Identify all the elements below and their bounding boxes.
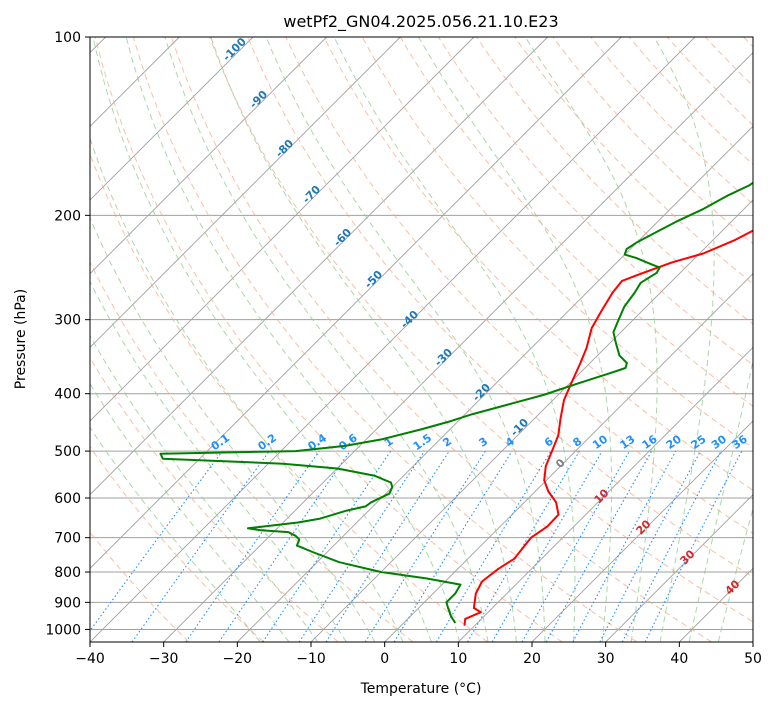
moist-adiabat-line	[210, 37, 517, 642]
x-tick-label: 0	[380, 651, 389, 667]
x-tick-label: −20	[223, 651, 253, 667]
moist-adiabat-line	[164, 37, 489, 642]
mixing-ratio-line	[545, 450, 653, 642]
y-tick-label: 500	[54, 444, 81, 460]
mixing-ratio-line	[185, 450, 320, 642]
mixing-ratio-line	[262, 450, 392, 642]
x-tick-label: 20	[523, 651, 541, 667]
dry-adiabat-line	[94, 37, 563, 642]
x-tick-label: 40	[670, 651, 688, 667]
dry-adiabat-line	[323, 37, 753, 491]
moist-adiabat-line	[90, 334, 319, 642]
y-tick-label: 600	[54, 491, 81, 507]
isotherm-gridline	[90, 37, 327, 275]
dry-adiabat-line	[514, 37, 753, 285]
dry-adiabat-line	[90, 446, 264, 642]
moist-adiabat-line	[653, 37, 715, 642]
mixing-ratio-line	[131, 450, 270, 642]
chart-title: wetPf2_GN04.2025.056.21.10.E23	[283, 12, 558, 32]
isotherm-gridline	[90, 37, 622, 569]
x-tick-label: −10	[296, 651, 326, 667]
moist-adiabat-line	[92, 37, 432, 642]
moist-adiabat-line	[90, 280, 347, 642]
dry-adiabat-line	[476, 37, 753, 325]
dry-adiabat-line	[209, 37, 753, 623]
moist-adiabat-line	[418, 37, 613, 642]
y-axis: 100 200 300 400 500 600 700 800 900 1000	[45, 30, 90, 638]
dry-adiabat-line	[285, 37, 753, 535]
x-tick-label: 50	[744, 651, 762, 667]
y-tick-label: 700	[54, 531, 81, 547]
x-tick-label: −30	[149, 651, 179, 667]
isotherm-gridline	[458, 346, 753, 642]
mixing-ratio-line	[393, 450, 513, 642]
y-tick-label: 100	[54, 30, 81, 46]
x-tick-label: 30	[597, 651, 615, 667]
moist-adiabat-line	[90, 216, 376, 642]
mixing-ratio-line	[325, 450, 450, 642]
isotherm-gridline	[531, 420, 753, 642]
moist-adiabat-line	[90, 382, 290, 642]
y-tick-label: 900	[54, 595, 81, 611]
dry-adiabat-line	[171, 37, 712, 642]
y-tick-label: 400	[54, 387, 81, 403]
isotherm-gridline	[384, 273, 753, 642]
mixing-ratio-line	[521, 450, 630, 642]
dry-adiabat-line	[90, 356, 339, 642]
isotherm-gridline	[90, 37, 696, 642]
isotherm-gridline	[605, 494, 753, 642]
y-tick-label: 800	[54, 565, 81, 581]
moist-adiabat-line	[688, 358, 753, 642]
moist-adiabat-line	[90, 136, 404, 642]
y-tick-label: 200	[54, 208, 81, 224]
moist-adiabat-line	[717, 506, 753, 642]
isotherm-gridline	[163, 52, 753, 642]
moist-adiabat-line	[333, 37, 576, 642]
moist-adiabat-line	[524, 37, 658, 642]
x-axis-label: Temperature (°C)	[360, 681, 482, 697]
y-tick-label: 1000	[45, 622, 81, 638]
isotherm-gridline	[90, 37, 254, 201]
moist-adiabat-line	[125, 37, 461, 642]
isotherm-gridline	[90, 37, 401, 348]
dry-adiabat-line	[247, 37, 753, 578]
mixing-ratio-line	[644, 450, 743, 642]
temperature-profile-line	[463, 229, 753, 626]
y-axis-label: Pressure (hPa)	[13, 289, 29, 389]
plot-frame	[89, 36, 754, 643]
x-axis: −40 −30 −20 −10 0 10 20 30 40 50	[75, 642, 762, 667]
isotherm-gridline	[90, 37, 475, 422]
moist-adiabat-line	[90, 426, 261, 642]
dry-adiabat-line	[90, 260, 414, 642]
x-tick-label: −40	[75, 651, 105, 667]
plot-area: -100-90-80-70-60-50-40-30-20-100.1 0.2 0.4…	[90, 37, 753, 642]
mixing-ratio-line	[218, 450, 351, 642]
moist-adiabat-line	[265, 37, 546, 642]
mixing-ratio-line	[572, 450, 677, 642]
dewpoint-profile-line	[159, 181, 753, 624]
y-tick-label: 300	[54, 313, 81, 329]
x-tick-label: 10	[449, 651, 467, 667]
isotherm-gridline	[90, 37, 548, 496]
mixing-ratio-line	[90, 450, 223, 632]
isotherm-gridline	[237, 125, 753, 642]
